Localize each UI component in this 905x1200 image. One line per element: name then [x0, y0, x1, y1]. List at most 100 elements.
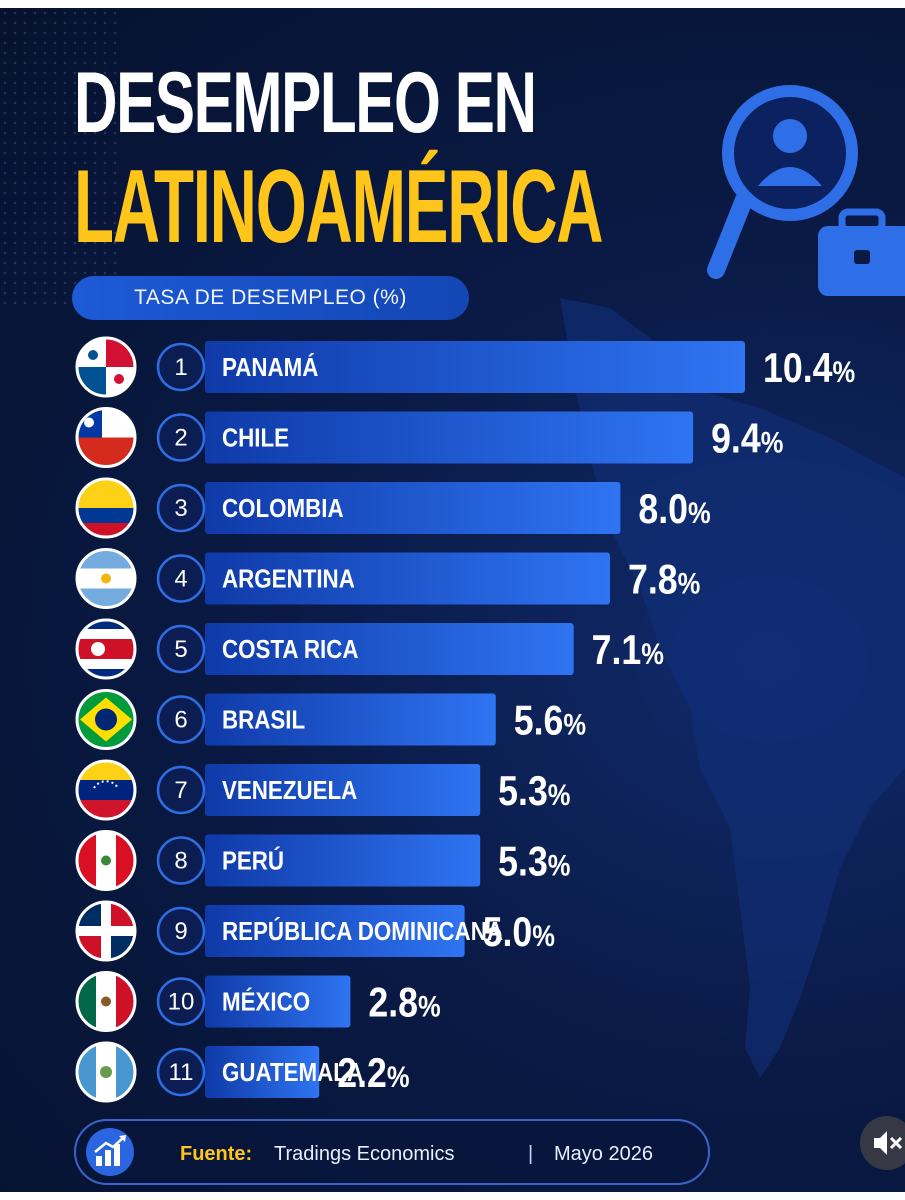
category-label: VENEZUELA — [222, 776, 357, 805]
category-label: PERÚ — [222, 846, 284, 876]
value-label: 5.3% — [498, 839, 571, 885]
value-label: 2.8% — [368, 980, 441, 1026]
category-label: BRASIL — [222, 706, 305, 735]
chart-row: 6 BRASIL 5.6% — [75, 689, 587, 750]
value-number: 5.6 — [514, 698, 564, 744]
value-number: 5.0 — [483, 909, 533, 955]
chart-row: 7 VENEZUELA 5.3% — [75, 759, 571, 821]
chart-row: 1 PANAMÁ 10.4% — [75, 336, 855, 398]
bar — [205, 411, 694, 464]
title-line-2: LATINOAMÉRICA — [74, 149, 604, 265]
value-number: 5.3 — [498, 839, 548, 885]
value-number: 9.4 — [711, 416, 761, 462]
footer-divider: | — [528, 1143, 534, 1165]
category-label: GUATEMALA — [222, 1058, 363, 1087]
flag-colombia-icon — [75, 477, 137, 539]
rank-label: 8 — [174, 848, 187, 875]
rank-badge — [156, 906, 206, 956]
briefcase-icon — [818, 208, 905, 296]
category-label: COSTA RICA — [222, 635, 359, 664]
flag-panama-icon — [75, 336, 137, 398]
footer-date: Mayo 2026 — [554, 1143, 653, 1165]
chart-row: 2 CHILE 9.4% — [75, 407, 784, 468]
value-unit: % — [418, 990, 441, 1023]
rank-badge — [156, 624, 206, 674]
dot-pattern — [0, 8, 120, 308]
category-label: REPÚBLICA DOMINICANA — [222, 916, 503, 946]
unemployment-bar-chart: 1 PANAMÁ 10.4% 2 CHILE 9.4% 3 COLOMBIA 8.0% 4 ARGE… — [75, 336, 855, 1103]
title-line-1: DESEMPLEO EN — [74, 55, 537, 151]
value-number: 2.2 — [337, 1050, 387, 1096]
rank-badge — [156, 836, 206, 885]
rank-badge — [156, 554, 206, 603]
rank-label: 10 — [168, 989, 195, 1016]
source-value: Tradings Economics — [274, 1143, 455, 1165]
bar — [205, 693, 496, 746]
value-label: 5.0% — [483, 909, 556, 955]
value-label: 2.2% — [337, 1050, 410, 1096]
rank-badge — [156, 413, 206, 462]
value-number: 5.3 — [498, 768, 548, 814]
chart-row: 5 COSTA RICA 7.1% — [75, 618, 664, 680]
value-number: 8.0 — [638, 486, 688, 532]
value-unit: % — [387, 1060, 410, 1093]
mute-button[interactable] — [860, 1116, 905, 1170]
value-label: 10.4% — [763, 345, 855, 391]
value-number: 2.8 — [368, 980, 418, 1026]
rank-badge — [156, 483, 206, 533]
bar — [205, 764, 481, 816]
flag-costa-rica-icon — [75, 618, 137, 680]
search-person-icon — [707, 85, 858, 279]
rank-badge — [156, 977, 206, 1026]
chart-row: 4 ARGENTINA 7.8% — [75, 548, 701, 609]
value-unit: % — [832, 355, 855, 388]
flag-dominican-republic-icon — [75, 900, 137, 962]
value-label: 5.6% — [514, 698, 587, 744]
rank-label: 5 — [174, 636, 187, 663]
rank-label: 2 — [174, 425, 187, 452]
rank-label: 7 — [174, 777, 187, 804]
infographic: DESEMPLEO EN LATINOAMÉRICA TASA DE DESEM… — [0, 8, 905, 1192]
chart-row: 8 PERÚ 5.3% — [75, 830, 571, 891]
source-label: Fuente: — [180, 1143, 253, 1165]
bar — [205, 341, 745, 393]
value-unit: % — [548, 849, 571, 882]
chart-row: 10 MÉXICO 2.8% — [75, 971, 441, 1032]
flag-venezuela-icon — [75, 759, 137, 821]
bar — [205, 1046, 320, 1098]
bar — [205, 975, 351, 1028]
category-label: CHILE — [222, 424, 289, 453]
growth-chart-icon — [86, 1128, 134, 1176]
flag-peru-icon — [75, 830, 137, 891]
flag-brazil-icon — [75, 689, 137, 750]
value-label: 7.8% — [628, 557, 701, 603]
rank-label: 4 — [174, 566, 187, 593]
rank-label: 3 — [174, 495, 187, 522]
category-label: COLOMBIA — [222, 494, 344, 523]
rank-badge — [156, 695, 206, 744]
bar — [205, 482, 621, 534]
source-footer: Fuente: Tradings Economics | Mayo 2026 — [74, 1119, 710, 1185]
value-unit: % — [678, 567, 701, 600]
value-label: 9.4% — [711, 416, 784, 462]
bar — [205, 552, 610, 605]
rank-label: 11 — [169, 1059, 194, 1086]
rank-label: 6 — [174, 707, 187, 734]
category-label: ARGENTINA — [222, 565, 355, 594]
value-unit: % — [761, 426, 784, 459]
value-number: 7.1 — [592, 627, 642, 673]
rank-badge — [156, 342, 206, 392]
flag-mexico-icon — [75, 971, 137, 1032]
rank-badge — [156, 765, 206, 815]
flag-guatemala-icon — [75, 1041, 137, 1103]
flag-argentina-icon — [75, 548, 137, 609]
subtitle-pill: TASA DE DESEMPLEO (%) — [72, 276, 469, 320]
bar — [205, 623, 574, 675]
value-unit: % — [532, 919, 555, 952]
category-label: PANAMÁ — [222, 352, 318, 382]
bar — [205, 834, 481, 887]
value-number: 10.4 — [763, 345, 833, 391]
